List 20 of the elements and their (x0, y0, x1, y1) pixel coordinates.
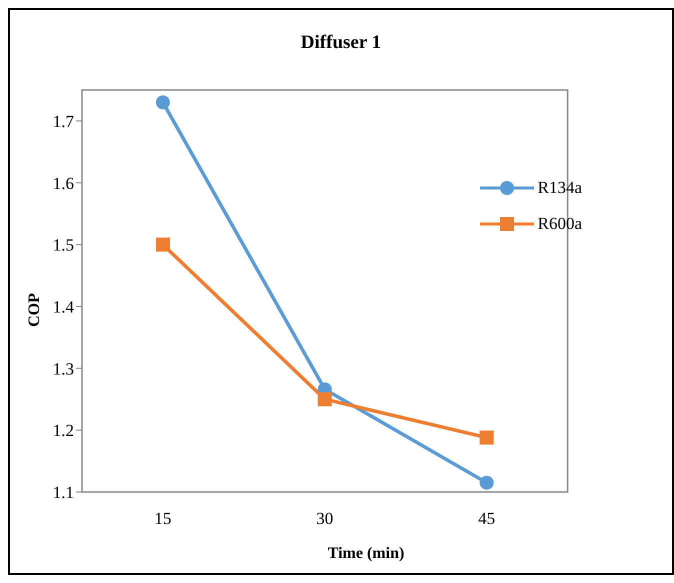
x-tick-label: 15 (154, 509, 172, 528)
chart-title: Diffuser 1 (300, 32, 382, 54)
y-tick-label: 1.5 (52, 236, 74, 255)
point (480, 476, 494, 490)
point (318, 392, 332, 406)
y-tick-label: 1.6 (52, 174, 74, 193)
point (156, 95, 170, 110)
point (480, 430, 494, 445)
x-tick-label: 30 (316, 509, 334, 528)
y-tick-label: 1.2 (52, 421, 74, 440)
point (156, 238, 170, 252)
y-tick-label: 1.7 (52, 112, 74, 131)
y-tick-label: 1.3 (52, 359, 74, 378)
y-axis-title: COP (26, 293, 44, 327)
x-tick-label: 45 (478, 509, 496, 528)
legend-label: R134a (538, 177, 582, 199)
y-tick-label: 1.4 (52, 297, 74, 316)
x-axis-title: Time (min) (326, 545, 406, 563)
y-tick-label: 1.1 (52, 483, 74, 502)
legend-label: R600a (538, 213, 582, 235)
